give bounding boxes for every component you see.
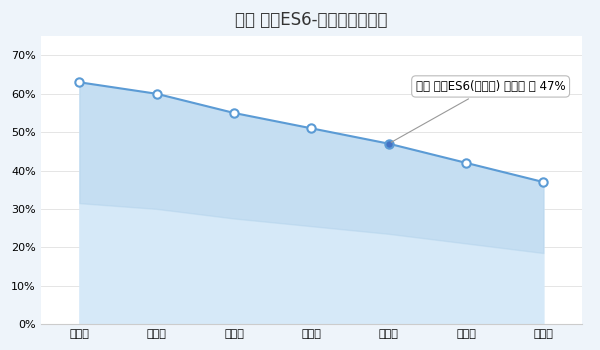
Title: 蔚来 蔚来ES6-七年保值率走势: 蔚来 蔚来ES6-七年保值率走势 xyxy=(235,11,388,29)
Text: 蔚来 蔚来ES6(保值率) 第五年 是 47%: 蔚来 蔚来ES6(保值率) 第五年 是 47% xyxy=(391,80,565,142)
